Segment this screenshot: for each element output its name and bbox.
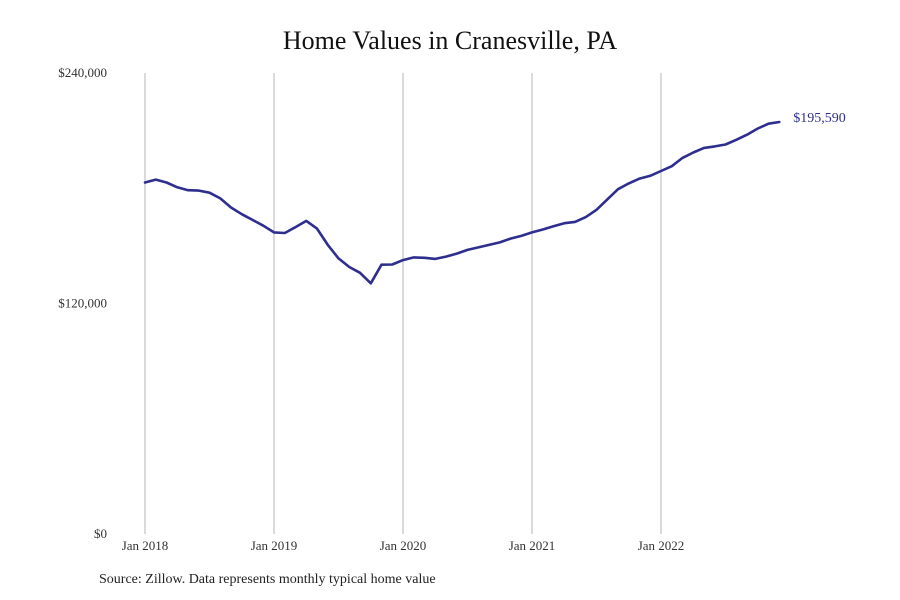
y-tick-label: $0	[94, 526, 107, 541]
chart-title: Home Values in Cranesville, PA	[282, 26, 618, 55]
y-tick-label: $120,000	[58, 296, 107, 311]
y-tick-label: $240,000	[58, 65, 107, 80]
end-label-layer: $195,590	[793, 111, 846, 126]
x-axis-ticks: Jan 2018 Jan 2019 Jan 2020 Jan 2021 Jan 2022	[122, 538, 685, 553]
series-layer	[143, 120, 781, 285]
x-tick-label: Jan 2018	[122, 538, 169, 553]
x-tick-label: Jan 2021	[509, 538, 556, 553]
gridlines	[144, 73, 662, 534]
x-tick-label: Jan 2022	[638, 538, 685, 553]
source-note: Source: Zillow. Data represents monthly …	[99, 572, 436, 587]
end-value-label: $195,590	[793, 111, 846, 126]
y-axis-ticks: $0 $120,000 $240,000	[58, 65, 107, 541]
series-line	[143, 120, 781, 285]
x-tick-label: Jan 2020	[380, 538, 427, 553]
x-tick-label: Jan 2019	[251, 538, 298, 553]
